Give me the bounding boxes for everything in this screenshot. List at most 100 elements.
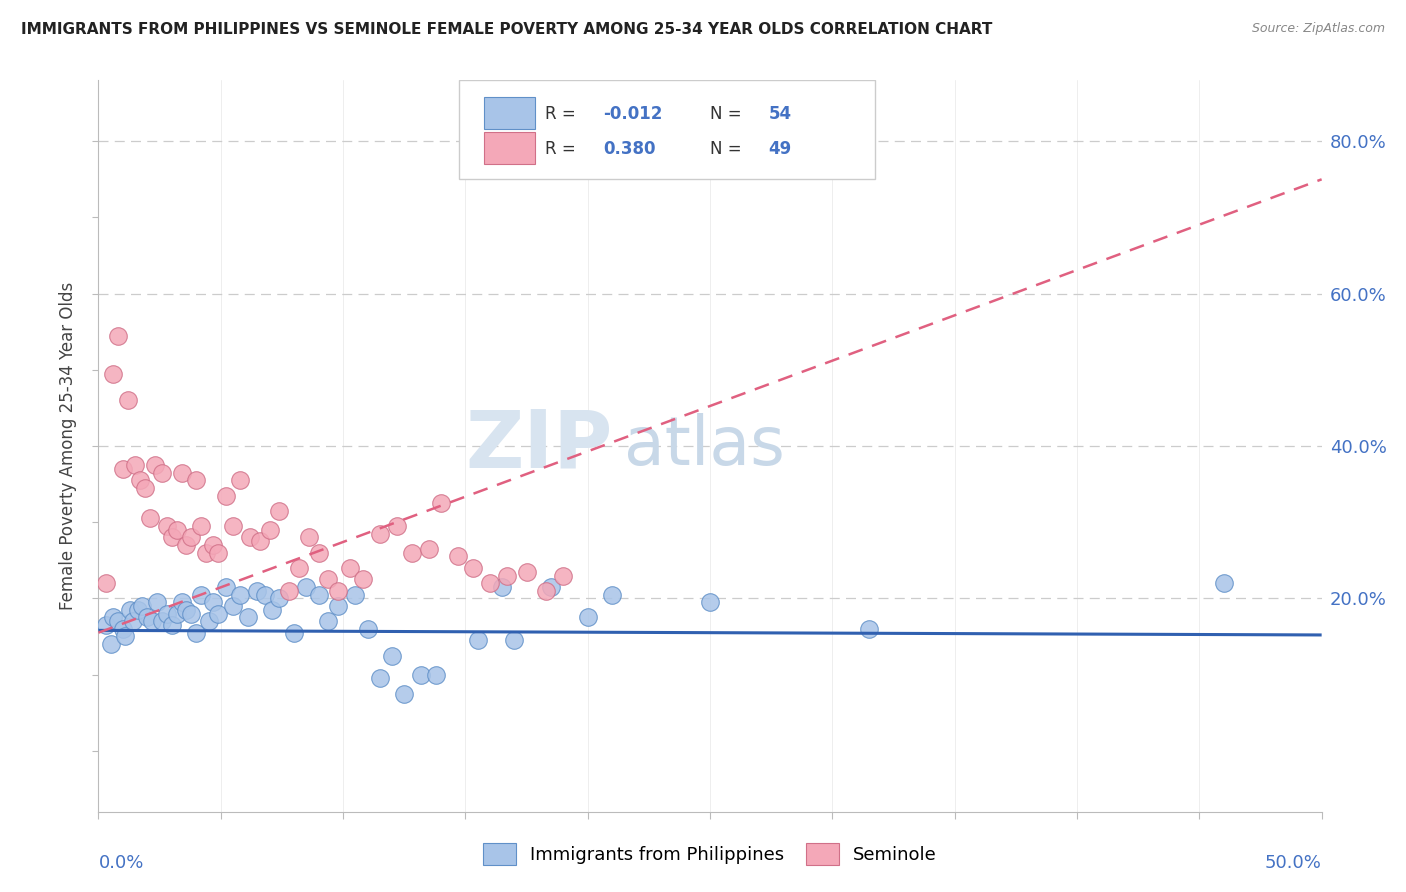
Point [202,538,225,552]
Point [308,588,330,602]
Point [111,462,134,476]
Point [170,466,193,480]
Point [534,583,557,598]
Point [214,580,236,594]
Text: R =: R = [546,140,581,158]
Point [134,481,156,495]
Point [129,473,152,487]
Point [229,588,252,602]
Point [150,614,173,628]
Text: 0.0%: 0.0% [98,854,143,871]
Point [339,561,361,575]
Point [160,618,183,632]
Point [111,622,134,636]
Point [246,583,269,598]
Point [381,648,404,663]
Point [385,519,408,533]
Point [222,599,245,613]
Text: IMMIGRANTS FROM PHILIPPINES VS SEMINOLE FEMALE POVERTY AMONG 25-34 YEAR OLDS COR: IMMIGRANTS FROM PHILIPPINES VS SEMINOLE … [21,22,993,37]
Point [166,607,188,621]
Point [94,618,117,632]
Point [222,519,245,533]
Text: 49: 49 [769,140,792,158]
Point [368,526,391,541]
Point [478,576,501,591]
Point [699,595,721,609]
Point [318,572,340,586]
Point [352,572,374,586]
Point [328,599,350,613]
Point [156,607,179,621]
Point [197,614,219,628]
Point [180,530,202,544]
Point [496,568,519,582]
Point [207,607,229,621]
Point [447,549,470,564]
Point [121,614,143,628]
Point [107,328,129,343]
Point [101,610,124,624]
Text: 50.0%: 50.0% [1265,854,1322,871]
Text: atlas: atlas [624,413,786,479]
Point [278,583,301,598]
Point [318,614,340,628]
Point [503,633,526,648]
Point [253,588,276,602]
Point [114,630,136,644]
Point [180,607,202,621]
FancyBboxPatch shape [460,80,875,179]
Point [269,504,291,518]
Point [166,523,188,537]
Point [236,610,259,624]
Point [195,546,218,560]
Point [298,530,321,544]
Point [430,496,453,510]
Point [139,511,162,525]
Point [94,576,117,591]
Text: N =: N = [710,140,747,158]
Point [214,489,236,503]
Point [401,546,423,560]
Text: Source: ZipAtlas.com: Source: ZipAtlas.com [1251,22,1385,36]
Point [156,519,179,533]
Point [858,622,880,636]
Point [295,580,318,594]
Point [576,610,599,624]
Legend: Immigrants from Philippines, Seminole: Immigrants from Philippines, Seminole [477,836,943,872]
Point [491,580,513,594]
Point [269,591,291,606]
Point [131,599,153,613]
Text: -0.012: -0.012 [603,105,664,123]
Point [190,588,212,602]
Point [259,523,281,537]
Point [202,595,225,609]
Point [107,614,129,628]
Point [229,473,252,487]
Point [418,541,440,556]
Text: ZIP: ZIP [465,407,612,485]
Point [186,473,208,487]
Point [176,603,198,617]
Point [425,667,447,681]
Point [120,603,142,617]
Text: R =: R = [546,105,581,123]
Point [146,595,169,609]
Point [150,466,173,480]
Point [328,583,350,598]
Point [170,595,193,609]
Point [186,625,208,640]
Point [308,546,330,560]
Point [160,530,183,544]
Point [143,458,166,472]
Text: 0.380: 0.380 [603,140,657,158]
Text: N =: N = [710,105,747,123]
Point [190,519,212,533]
Point [100,637,122,651]
Point [176,538,198,552]
Point [141,614,163,628]
Text: 54: 54 [769,105,792,123]
Point [249,534,271,549]
Point [392,687,416,701]
Point [467,633,489,648]
FancyBboxPatch shape [484,132,536,164]
